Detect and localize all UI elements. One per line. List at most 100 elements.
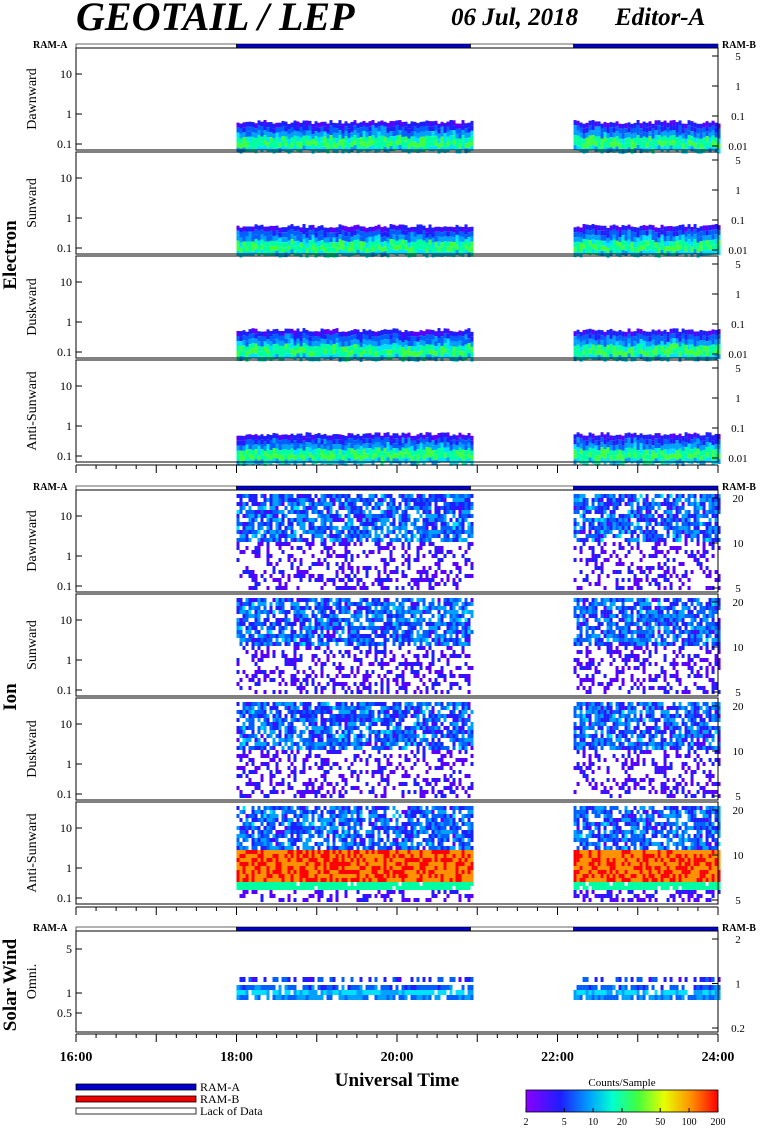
spectrogram-cell bbox=[359, 514, 363, 518]
spectrogram-cell bbox=[377, 141, 381, 147]
spectrogram-cell bbox=[446, 241, 450, 247]
spectrogram-cell bbox=[606, 437, 610, 443]
spectrogram-cell bbox=[392, 443, 396, 449]
spectrogram-cell bbox=[302, 455, 306, 461]
spectrogram-cell bbox=[269, 122, 273, 128]
spectrogram-cell bbox=[350, 453, 354, 459]
spectrogram-cell bbox=[374, 127, 378, 133]
spectrogram-cell bbox=[377, 514, 381, 518]
spectrogram-cell bbox=[296, 126, 300, 132]
spectrogram-cell bbox=[248, 518, 252, 522]
spectrogram-cell bbox=[374, 142, 378, 148]
spectrogram-cell bbox=[714, 249, 718, 255]
spectrogram-cell bbox=[449, 445, 453, 451]
spectrogram-cell bbox=[242, 450, 246, 456]
spectrogram-cell bbox=[428, 566, 432, 570]
spectrogram-cell bbox=[326, 562, 330, 566]
spectrogram-cell bbox=[311, 449, 315, 455]
spectrogram-cell bbox=[281, 237, 285, 243]
spectrogram-cell bbox=[687, 234, 691, 240]
spectrogram-cell bbox=[684, 498, 688, 502]
spectrogram-cell bbox=[467, 530, 471, 534]
spectrogram-cell bbox=[260, 224, 264, 230]
spectrogram-cell bbox=[669, 438, 673, 444]
spectrogram-cell bbox=[347, 443, 351, 449]
spectrogram-cell bbox=[708, 330, 712, 336]
spectrogram-cell bbox=[392, 343, 396, 349]
spectrogram-cell bbox=[606, 247, 610, 253]
spectrogram-cell bbox=[693, 432, 697, 438]
spectrogram-cell bbox=[389, 121, 393, 127]
spectrogram-cell bbox=[461, 125, 465, 131]
spectrogram-cell bbox=[257, 351, 261, 357]
spectrogram-cell bbox=[281, 125, 285, 131]
spectrogram-cell bbox=[242, 350, 246, 356]
spectrogram-cell bbox=[699, 440, 703, 446]
spectrogram-cell bbox=[254, 234, 258, 240]
spectrogram-cell bbox=[389, 554, 393, 558]
spectrogram-cell bbox=[269, 250, 273, 256]
spectrogram-cell bbox=[699, 566, 703, 570]
spectrogram-cell bbox=[639, 334, 643, 340]
spectrogram-cell bbox=[434, 582, 438, 586]
spectrogram-cell bbox=[702, 440, 706, 446]
spectrogram-cell bbox=[245, 449, 249, 455]
spectrogram-cell bbox=[461, 494, 465, 498]
spectrogram-cell bbox=[308, 235, 312, 241]
spectrogram-cell bbox=[591, 354, 595, 360]
spectrogram-cell bbox=[660, 440, 664, 446]
spectrogram-cell bbox=[266, 550, 270, 554]
spectrogram-cell bbox=[651, 344, 655, 350]
spectrogram-cell bbox=[308, 145, 312, 151]
figure-title: GEOTAIL / LEP bbox=[76, 0, 355, 39]
spectrogram-cell bbox=[248, 586, 252, 590]
spectrogram-cell bbox=[299, 242, 303, 248]
spectrogram-cell bbox=[425, 570, 429, 574]
spectrogram-cell bbox=[636, 445, 640, 451]
spectrogram-cell bbox=[615, 449, 619, 455]
spectrogram-cell bbox=[440, 452, 444, 458]
spectrogram-cell bbox=[467, 498, 471, 502]
spectrogram-cell bbox=[654, 340, 658, 346]
spectrogram-cell bbox=[320, 434, 324, 440]
spectrogram-cell bbox=[612, 132, 616, 138]
spectrogram-cell bbox=[416, 498, 420, 502]
spectrogram-cell bbox=[431, 227, 435, 233]
spectrogram-cell bbox=[335, 128, 339, 134]
spectrogram-cell bbox=[398, 514, 402, 518]
spectrogram-cell bbox=[425, 135, 429, 141]
spectrogram-cell bbox=[681, 502, 685, 506]
spectrogram-cell bbox=[699, 502, 703, 506]
spectrogram-cell bbox=[434, 246, 438, 252]
spectrogram-cell bbox=[383, 126, 387, 132]
spectrogram-cell bbox=[654, 120, 658, 126]
spectrogram-cell bbox=[371, 439, 375, 445]
spectrogram-cell bbox=[618, 502, 622, 506]
spectrogram-cell bbox=[353, 344, 357, 350]
spectrogram-cell bbox=[615, 502, 619, 506]
spectrogram-cell bbox=[711, 542, 715, 546]
spectrogram-cell bbox=[281, 454, 285, 460]
spectrogram-cell bbox=[416, 148, 420, 154]
spectrogram-cell bbox=[579, 550, 583, 554]
spectrogram-cell bbox=[458, 530, 462, 534]
spectrogram-cell bbox=[296, 538, 300, 542]
spectrogram-cell bbox=[597, 136, 601, 142]
spectrogram-cell bbox=[344, 534, 348, 538]
spectrogram-cell bbox=[236, 245, 240, 251]
spectrogram-cell bbox=[615, 522, 619, 526]
spectrogram-cell bbox=[314, 578, 318, 582]
spectrogram-cell bbox=[470, 566, 474, 570]
spectrogram-cell bbox=[609, 450, 613, 456]
spectrogram-cell bbox=[395, 570, 399, 574]
spectrogram-cell bbox=[401, 542, 405, 546]
panel-frame bbox=[75, 255, 719, 359]
spectrogram-cell bbox=[242, 460, 246, 466]
spectrogram-cell bbox=[269, 351, 273, 357]
spectrogram-cell bbox=[600, 148, 604, 154]
spectrogram-cell bbox=[603, 502, 607, 506]
spectrogram-cell bbox=[377, 229, 381, 235]
spectrogram-cell bbox=[443, 328, 447, 334]
spectrogram-cell bbox=[446, 534, 450, 538]
spectrogram-cell bbox=[362, 498, 366, 502]
